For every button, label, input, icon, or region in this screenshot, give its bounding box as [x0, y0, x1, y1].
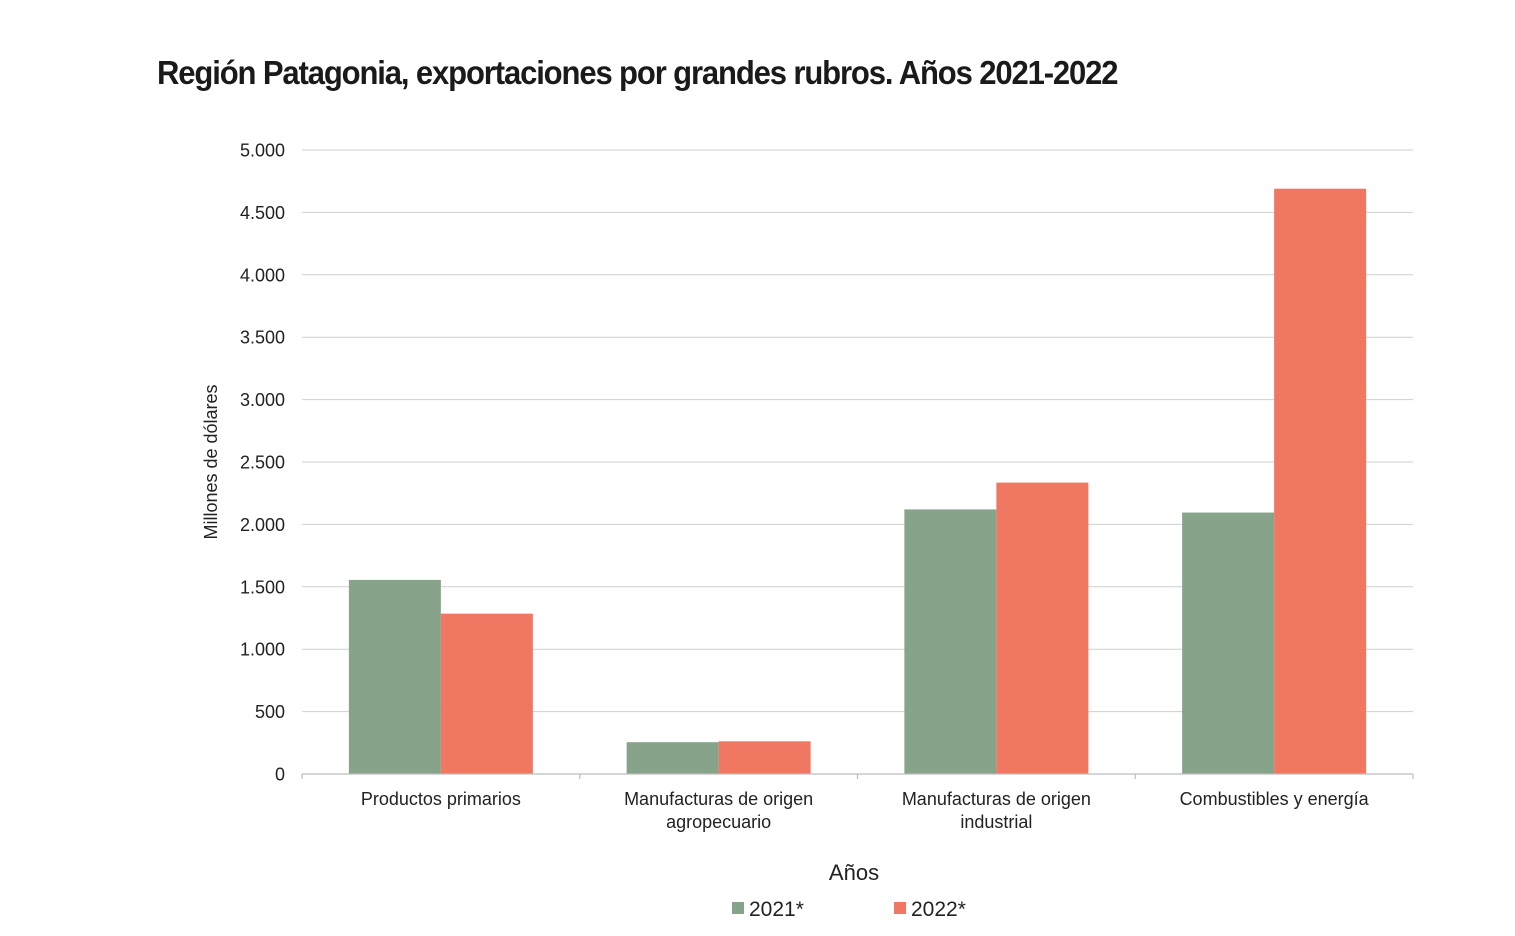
bar-2022-2	[996, 482, 1089, 774]
y-tick-label: 4.000	[240, 265, 285, 285]
legend-label-0: 2021*	[749, 898, 804, 921]
legend-swatch-1	[894, 902, 906, 914]
y-tick-label: 500	[255, 702, 285, 722]
x-category-label: industrial	[960, 812, 1032, 832]
legend-swatch-0	[732, 902, 744, 914]
bars	[348, 188, 1367, 775]
y-tick-label: 3.000	[240, 390, 285, 410]
x-category-label: agropecuario	[666, 812, 771, 832]
y-tick-label: 2.500	[240, 453, 285, 473]
y-tick-labels: 0 500 1.000 1.500 2.000 2.500 3.000 3.500 4.000 4…	[240, 141, 285, 785]
bar-2021-0	[348, 579, 441, 774]
y-axis-label: Millones de dólares	[201, 384, 221, 539]
y-tick-label: 3.500	[240, 328, 285, 348]
y-tick-label: 5.000	[240, 141, 285, 161]
legend: 2021* 2022*	[732, 898, 966, 921]
bar-2021-2	[904, 509, 997, 774]
bar-2022-1	[718, 741, 811, 774]
x-category-labels: Productos primarios Manufacturas de orige…	[361, 789, 1370, 832]
y-tick-label: 4.500	[240, 203, 285, 223]
x-axis-label: Años	[829, 860, 879, 885]
y-tick-label: 1.000	[240, 640, 285, 660]
x-category-label: Combustibles y energía	[1180, 789, 1370, 809]
y-tick-label: 0	[275, 765, 285, 785]
gridlines	[302, 149, 1413, 713]
y-tick-label: 2.000	[240, 515, 285, 535]
bar-2021-1	[626, 742, 719, 774]
x-category-label: Manufacturas de origen	[902, 789, 1091, 809]
chart-title: Región Patagonia, exportaciones por gran…	[157, 54, 1119, 91]
bar-2021-3	[1182, 512, 1275, 774]
axes	[301, 773, 1414, 779]
x-category-label: Productos primarios	[361, 789, 521, 809]
y-tick-label: 1.500	[240, 577, 285, 597]
legend-label-1: 2022*	[911, 898, 966, 921]
x-category-label: Manufacturas de origen	[624, 789, 813, 809]
bar-2022-3	[1274, 188, 1367, 775]
bar-2022-0	[440, 613, 533, 774]
